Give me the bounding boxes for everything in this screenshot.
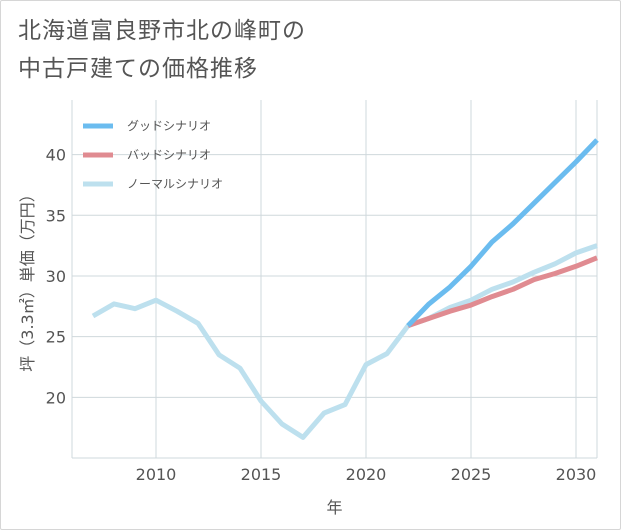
legend-label: ノーマルシナリオ [127,177,223,191]
chart-title-line-1: 北海道富良野市北の峰町の [18,18,306,44]
x-tick-label: 2015 [241,465,282,484]
series-layer [91,138,599,440]
y-tick-label: 35 [46,206,66,225]
x-tick-label: 2025 [451,465,492,484]
series-line-0 [406,138,599,328]
legend-label: グッドシナリオ [127,119,211,133]
y-tick-label: 30 [46,267,66,286]
series-line-1 [407,255,598,329]
x-tick-label: 2020 [346,465,387,484]
y-tick-label: 25 [46,328,66,347]
chart-title: 北海道富良野市北の峰町の 中古戸建ての価格推移 [18,12,306,88]
x-axis-label: 年 [326,498,342,517]
chart-title-line-2: 中古戸建ての価格推移 [18,56,258,82]
y-tick-label: 40 [46,146,66,165]
y-axis-label: 坪（3.3㎡）単価（万円） [18,186,37,371]
x-tick-label: 2010 [136,465,177,484]
y-tick-label: 20 [46,388,66,407]
x-tick-label: 2030 [556,465,597,484]
legend-label: バッドシナリオ [127,148,211,162]
series-line-2 [91,243,598,440]
